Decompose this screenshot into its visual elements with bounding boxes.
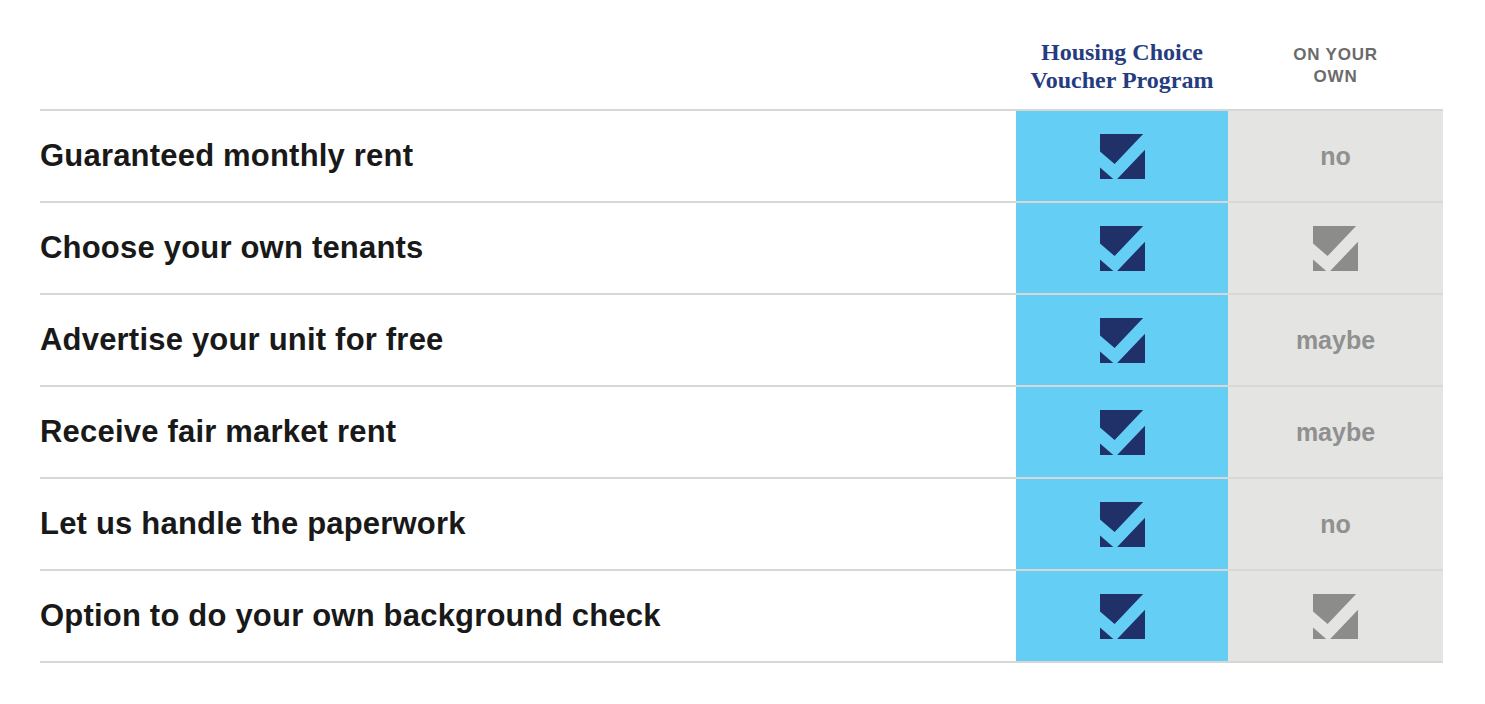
own-cell (1228, 203, 1443, 293)
own-cell (1228, 571, 1443, 661)
comparison-chart: Housing Choice Voucher Program ON YOUR O… (0, 0, 1485, 704)
own-value-text: maybe (1296, 326, 1375, 355)
table-row: Option to do your own background check (40, 569, 1443, 661)
own-value-text: maybe (1296, 418, 1375, 447)
checkbox-check-icon (1100, 502, 1145, 547)
row-label: Let us handle the paperwork (40, 479, 1016, 569)
table-row: Guaranteed monthly rent no (40, 109, 1443, 201)
own-cell: maybe (1228, 295, 1443, 385)
checkbox-check-icon (1313, 594, 1358, 639)
checkbox-check-icon (1100, 134, 1145, 179)
table-row: Receive fair market rent maybe (40, 385, 1443, 477)
row-label: Guaranteed monthly rent (40, 111, 1016, 201)
checkbox-check-icon (1100, 594, 1145, 639)
comparison-table: Housing Choice Voucher Program ON YOUR O… (40, 22, 1443, 663)
hcv-cell (1016, 571, 1228, 661)
row-label: Receive fair market rent (40, 387, 1016, 477)
table-row: Choose your own tenants (40, 201, 1443, 293)
hcv-cell (1016, 479, 1228, 569)
own-cell: no (1228, 479, 1443, 569)
own-value-text: no (1320, 142, 1351, 171)
table-row: Advertise your unit for free maybe (40, 293, 1443, 385)
checkbox-check-icon (1100, 318, 1145, 363)
row-label: Option to do your own background check (40, 571, 1016, 661)
checkbox-check-icon (1313, 226, 1358, 271)
column-header-own-label: ON YOUR OWN (1271, 44, 1401, 88)
own-cell: no (1228, 111, 1443, 201)
row-label: Choose your own tenants (40, 203, 1016, 293)
column-header-hcv-label: Housing Choice Voucher Program (1016, 38, 1228, 94)
hcv-cell (1016, 111, 1228, 201)
own-cell: maybe (1228, 387, 1443, 477)
hcv-cell (1016, 387, 1228, 477)
hcv-cell (1016, 203, 1228, 293)
table-header: Housing Choice Voucher Program ON YOUR O… (40, 22, 1443, 109)
column-header-own: ON YOUR OWN (1228, 22, 1443, 109)
own-value-text: no (1320, 510, 1351, 539)
checkbox-check-icon (1100, 226, 1145, 271)
checkbox-check-icon (1100, 410, 1145, 455)
table-body: Guaranteed monthly rent no Choose your o… (40, 109, 1443, 663)
row-label: Advertise your unit for free (40, 295, 1016, 385)
table-row: Let us handle the paperwork no (40, 477, 1443, 569)
hcv-cell (1016, 295, 1228, 385)
column-header-hcv: Housing Choice Voucher Program (1016, 22, 1228, 109)
